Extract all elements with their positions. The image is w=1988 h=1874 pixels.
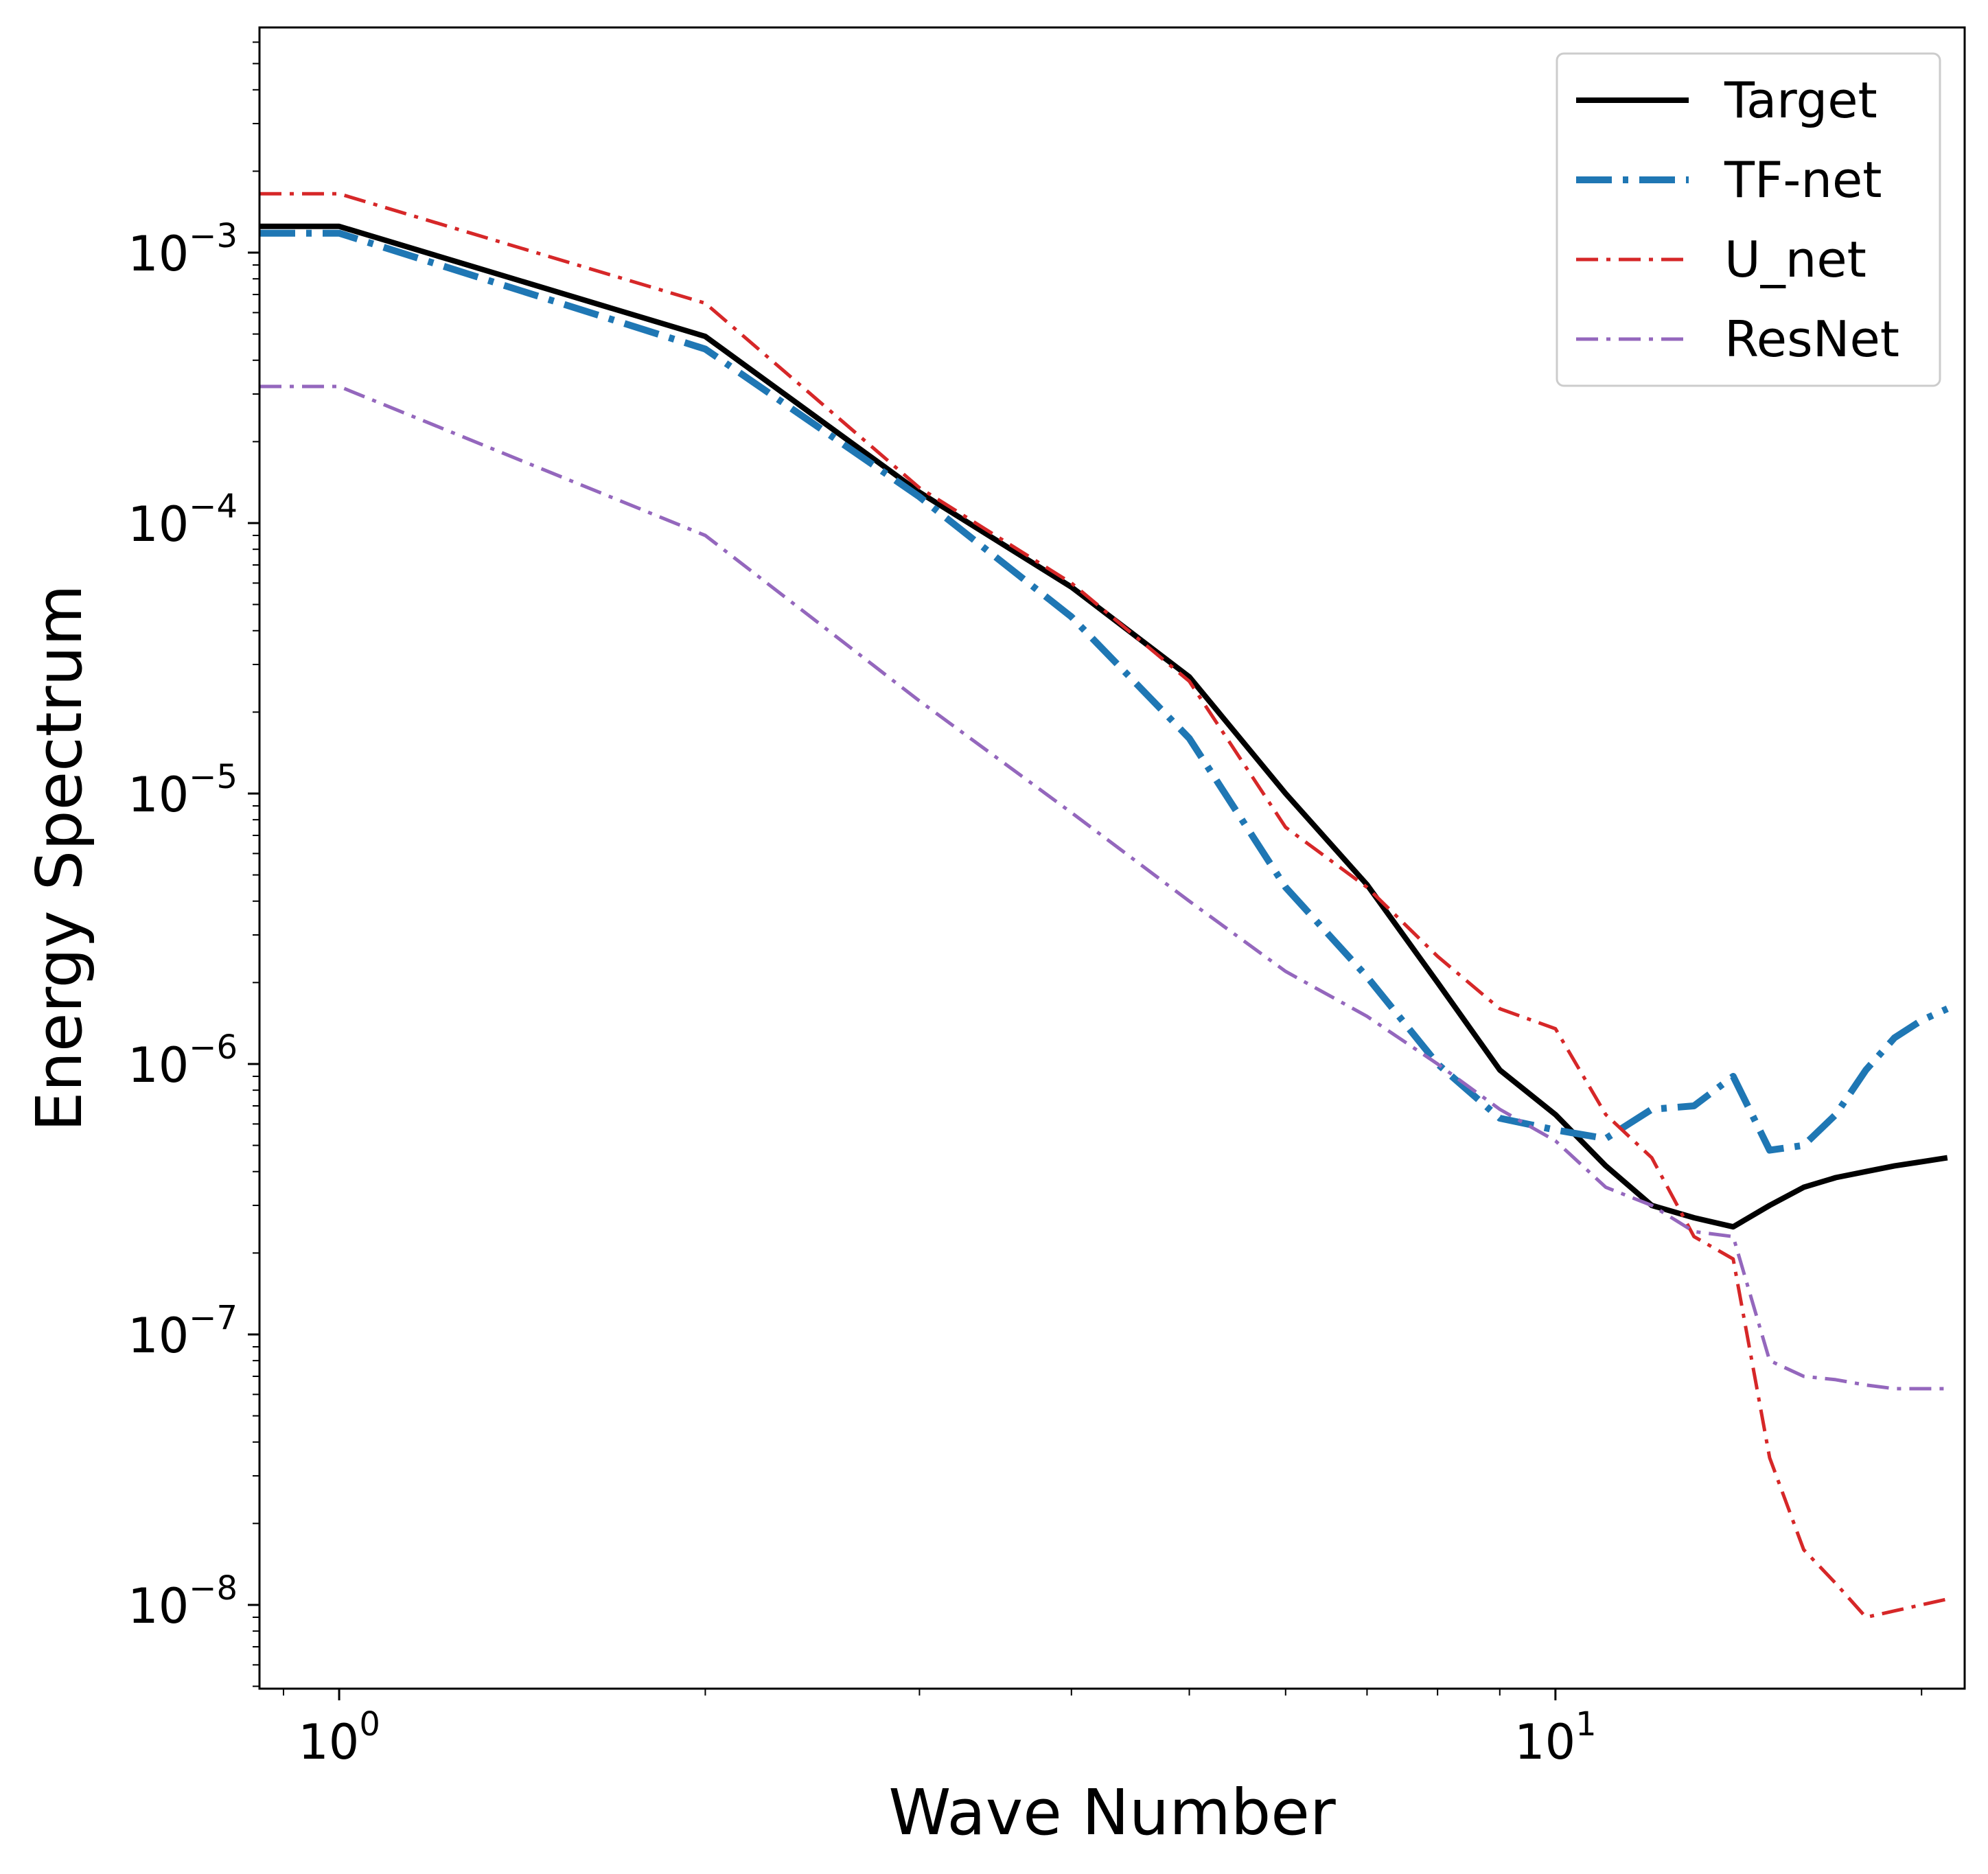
legend: Target TF-net U_net ResNet — [1556, 52, 1941, 387]
x-tick-label: 100 — [298, 1705, 380, 1770]
y-tick-label: 10−7 — [128, 1299, 238, 1364]
y-tick-label: 10−6 — [128, 1028, 238, 1094]
legend-label: TF-net — [1724, 151, 1882, 209]
tick-labels: 10−3 10−4 10−5 10−6 10−7 10−8 100 101 — [128, 217, 1597, 1770]
y-tick-label: 10−3 — [128, 217, 238, 282]
series-line-tf-net — [259, 229, 1949, 1154]
minor-ticks — [253, 41, 1923, 1696]
y-tick-label: 10−5 — [128, 758, 238, 823]
legend-label: Target — [1724, 71, 1877, 129]
y-axis-label: Energy Spectrum — [23, 584, 96, 1131]
y-tick-label: 10−8 — [128, 1569, 238, 1634]
x-tick-label: 101 — [1514, 1705, 1597, 1770]
plot-frame — [258, 26, 1966, 1690]
legend-box — [1556, 52, 1941, 387]
series-line-resnet — [259, 384, 1947, 1391]
major-ticks — [248, 251, 1557, 1700]
series-line-target — [259, 223, 1948, 1230]
y-tick-label: 10−4 — [128, 487, 238, 553]
x-axis-label: Wave Number — [888, 1776, 1335, 1849]
legend-label: ResNet — [1724, 310, 1899, 368]
series-layer — [259, 192, 1949, 1619]
legend-label: U_net — [1724, 231, 1866, 288]
series-line-u-net — [259, 192, 1948, 1619]
